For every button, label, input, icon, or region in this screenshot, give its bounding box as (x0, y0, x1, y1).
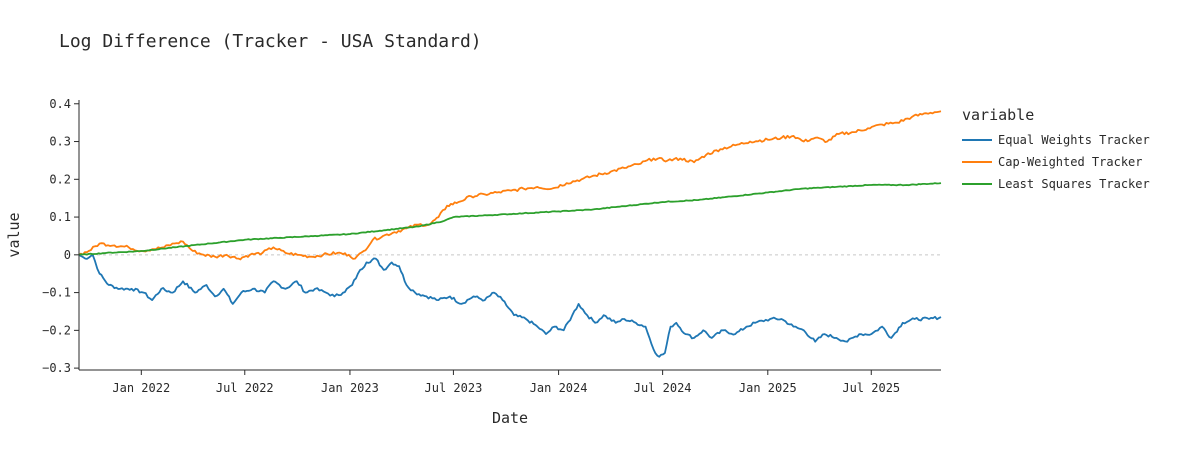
legend-swatch (962, 183, 992, 185)
series-line-least-squares-tracker[interactable] (78, 182, 942, 256)
y-tick-label: 0.1 (49, 210, 71, 224)
series-line-equal-weights-tracker[interactable] (78, 253, 942, 358)
y-tick-label: 0.2 (49, 172, 71, 186)
x-tick-label: Jul 2023 (425, 381, 483, 395)
legend-title: variable (962, 106, 1035, 124)
legend: variable Equal Weights Tracker Cap-Weigh… (962, 106, 1150, 195)
x-tick-label: Jan 2025 (739, 381, 797, 395)
x-tick-label: Jan 2023 (321, 381, 379, 395)
legend-label: Cap-Weighted Tracker (998, 155, 1143, 169)
legend-label: Equal Weights Tracker (998, 133, 1150, 147)
y-tick-label: −0.1 (42, 286, 71, 300)
y-tick-label: 0.3 (49, 135, 71, 149)
series-line-cap-weighted-tracker[interactable] (78, 110, 942, 261)
y-tick-label: −0.3 (42, 361, 71, 375)
legend-swatch (962, 139, 992, 141)
legend-label: Least Squares Tracker (998, 177, 1150, 191)
legend-swatch (962, 161, 992, 163)
legend-item-equal-weights[interactable]: Equal Weights Tracker (962, 129, 1150, 151)
chart-title: Log Difference (Tracker - USA Standard) (59, 31, 482, 52)
y-axis-title: value (5, 212, 23, 257)
y-tick-label: 0 (64, 248, 71, 262)
x-tick-label: Jul 2022 (216, 381, 274, 395)
y-tick-label: −0.2 (42, 323, 71, 337)
y-tick-label: 0.4 (49, 97, 71, 111)
x-tick-label: Jan 2024 (530, 381, 588, 395)
legend-item-least-squares[interactable]: Least Squares Tracker (962, 173, 1150, 195)
x-tick-label: Jul 2024 (634, 381, 692, 395)
axis-layer: 0.4 0.3 0.2 0.1 0 −0.1 −0.2 −0.3 Jan 2022 Jul 202… (42, 97, 941, 395)
x-tick-label: Jan 2022 (112, 381, 170, 395)
series-layer (78, 110, 942, 358)
x-tick-label: Jul 2025 (842, 381, 900, 395)
legend-item-cap-weighted[interactable]: Cap-Weighted Tracker (962, 151, 1150, 173)
x-axis-title: Date (492, 409, 528, 427)
